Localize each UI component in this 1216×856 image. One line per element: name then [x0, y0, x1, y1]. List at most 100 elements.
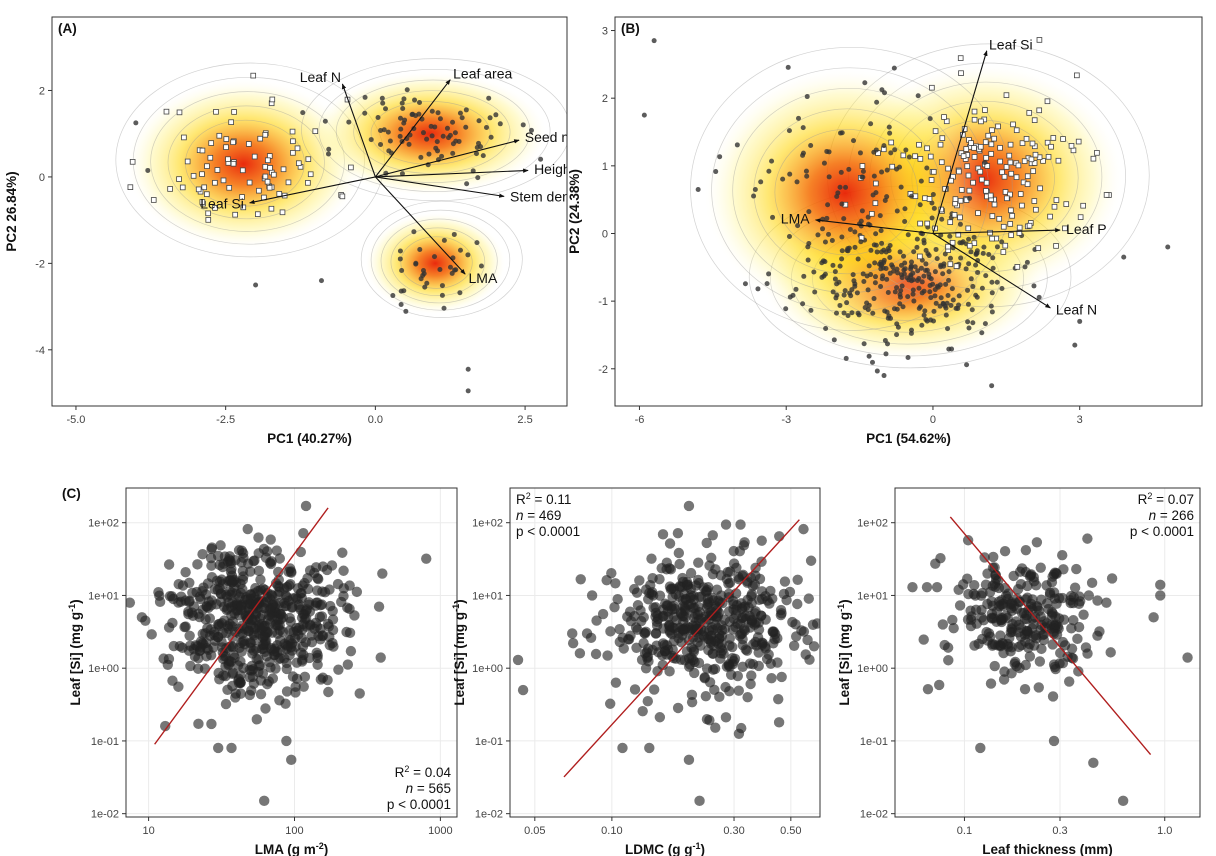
data-point-square [289, 128, 296, 135]
stat-r2-value: = 0.04 [409, 765, 451, 780]
stat-r2-label: R [1138, 492, 1148, 507]
data-point [431, 254, 437, 260]
data-point-square [176, 176, 182, 182]
density-contour [690, 46, 1013, 331]
y-tick-label: 1e+00 [472, 663, 503, 675]
y-axis-title-superscript: -1 [451, 604, 461, 612]
data-point [800, 150, 806, 156]
data-point [928, 276, 934, 282]
data-point [465, 366, 471, 372]
data-point [1092, 630, 1103, 641]
data-point [650, 628, 662, 639]
data-point-square [991, 201, 998, 208]
data-point [887, 130, 893, 136]
data-point [435, 110, 441, 116]
stat-n-label: n [516, 508, 524, 523]
data-point [926, 253, 932, 259]
data-point-square [1077, 214, 1084, 220]
data-point [273, 653, 284, 665]
data-point-square [176, 109, 183, 116]
data-point [794, 179, 800, 185]
data-point-square [1051, 203, 1058, 210]
data-point [1036, 294, 1042, 300]
data-point [397, 133, 403, 139]
data-point-square [953, 263, 960, 269]
y-tick-label: 0 [602, 228, 608, 240]
data-point-square [212, 179, 218, 186]
data-point [673, 547, 685, 559]
data-point [894, 321, 900, 327]
data-point-square [1007, 221, 1013, 227]
data-point [1022, 628, 1033, 640]
data-point [975, 257, 981, 263]
data-point [1014, 566, 1026, 577]
data-point [234, 591, 245, 602]
data-point [342, 602, 353, 613]
data-point [1155, 590, 1166, 601]
stat-n: n = 565 [406, 781, 451, 796]
data-point [426, 151, 432, 157]
data-point [213, 618, 225, 630]
data-point [648, 684, 660, 695]
data-point [792, 574, 803, 585]
data-point [312, 652, 323, 664]
data-point-square [199, 171, 205, 177]
data-point [967, 195, 973, 201]
data-point-square [937, 141, 944, 148]
y-axis-title-end: ) [68, 599, 83, 604]
data-point [270, 578, 282, 589]
data-point-square [1017, 191, 1024, 197]
data-point [745, 622, 756, 633]
data-point [248, 556, 259, 567]
data-point [928, 295, 934, 301]
vector-label: Height [534, 161, 575, 177]
data-point [253, 666, 264, 678]
data-point-square [957, 197, 964, 204]
data-point [251, 714, 263, 725]
data-point [811, 269, 817, 275]
data-point [225, 589, 236, 601]
data-point [919, 279, 925, 285]
data-point [341, 626, 352, 638]
data-point [724, 616, 735, 627]
data-point-square [204, 163, 210, 169]
data-point [629, 583, 640, 595]
data-point-square [956, 168, 962, 175]
data-point [872, 280, 878, 286]
y-tick-label: 1e+01 [88, 590, 119, 602]
y-tick-label: -2 [35, 258, 45, 270]
data-point-square [290, 150, 296, 156]
panel-border [125, 487, 458, 818]
data-point [326, 560, 338, 571]
vector-label: Leaf N [300, 69, 341, 85]
data-point [831, 337, 837, 343]
data-point [850, 272, 856, 278]
data-point [373, 601, 385, 612]
data-point [255, 688, 267, 700]
data-point [597, 608, 609, 620]
data-point [975, 742, 986, 754]
data-point [714, 691, 725, 703]
data-point-square [225, 156, 231, 162]
y-axis-title-end: ) [837, 599, 852, 604]
data-point [859, 208, 865, 214]
data-point-square [1044, 98, 1051, 105]
data-point-square [1075, 138, 1082, 145]
data-point [953, 584, 964, 595]
data-point-square [339, 193, 346, 200]
data-point-square [929, 84, 935, 91]
x-axis-title-text: LMA (g m [255, 842, 316, 856]
data-point-square [230, 160, 237, 167]
data-point [709, 663, 721, 675]
data-point [766, 271, 772, 277]
data-point [969, 579, 980, 591]
data-point [281, 686, 293, 697]
data-point [774, 531, 785, 542]
data-point [844, 587, 854, 597]
data-point [439, 153, 445, 159]
data-point-square [982, 139, 989, 145]
data-point [838, 169, 844, 175]
data-point [884, 309, 890, 315]
data-point-square [1002, 242, 1009, 249]
data-point [694, 591, 705, 603]
